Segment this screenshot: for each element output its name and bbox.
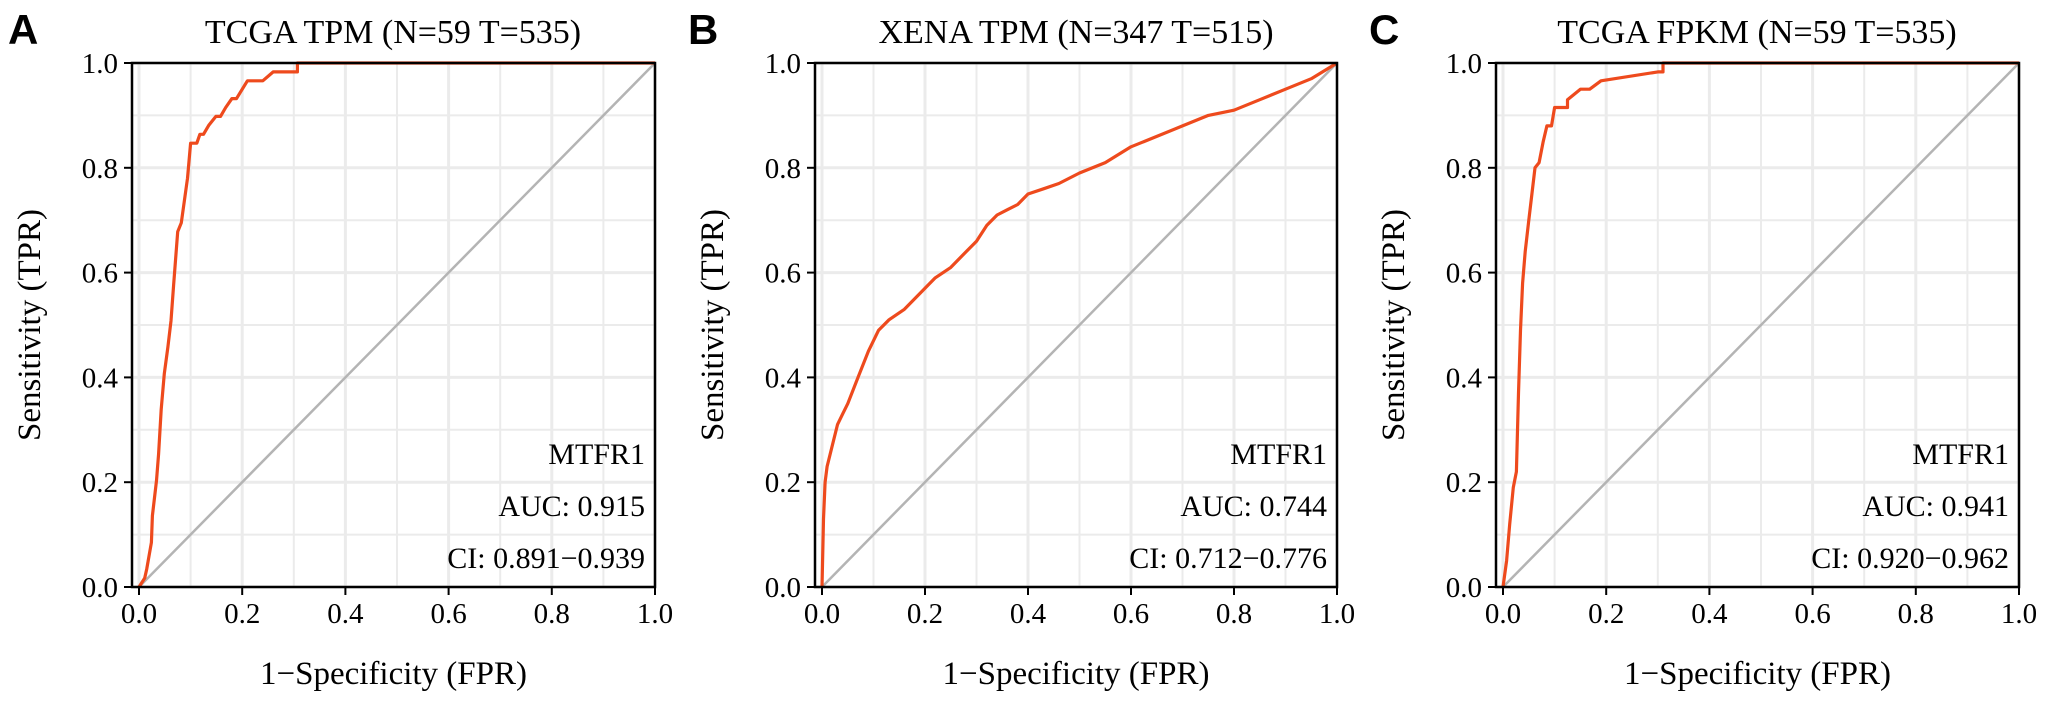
roc-curve-line <box>1501 61 2019 588</box>
reference-diagonal <box>1502 62 2020 588</box>
x-tick-label: 0.0 <box>804 598 840 630</box>
x-tick-label: 0.4 <box>1010 598 1047 630</box>
panel-letter: A <box>8 6 38 53</box>
roc-panel-b: 0.0 0.2 0.4 0.6 0.8 1.0 0.0 0.2 0.4 0.6 0.8 1.0 1−Sp… <box>688 6 1355 692</box>
plot-frame <box>130 61 657 589</box>
x-tick-label: 1.0 <box>2001 598 2037 630</box>
auc-label: AUC: 0.915 <box>498 490 645 523</box>
chart-title: TCGA TPM (N=59 T=535) <box>205 14 581 51</box>
roc-panel-c: 0.0 0.2 0.4 0.6 0.8 1.0 0.0 0.2 0.4 0.6 0.8 1.0 1−Sp… <box>1369 6 2037 692</box>
x-axis-label: 1−Specificity (FPR) <box>942 656 1209 692</box>
y-tick-label: 1.0 <box>1446 48 1482 80</box>
x-tick-label: 0.0 <box>121 598 157 630</box>
auc-label: AUC: 0.941 <box>1862 490 2009 523</box>
y-tick-label: 0.4 <box>82 362 119 394</box>
y-tick-label: 0.6 <box>1446 258 1482 290</box>
x-tick-label: 0.4 <box>1691 598 1728 630</box>
ci-label: CI: 0.712−0.776 <box>1129 542 1327 575</box>
x-tick-label: 0.8 <box>534 598 570 630</box>
x-tick-label: 0.2 <box>1588 598 1624 630</box>
reference-diagonal <box>138 62 656 588</box>
plot-frame <box>1494 61 2021 589</box>
x-axis-label: 1−Specificity (FPR) <box>260 656 527 692</box>
gene-label: MTFR1 <box>548 438 645 471</box>
ci-label: CI: 0.891−0.939 <box>447 542 645 575</box>
x-tick-label: 0.2 <box>907 598 943 630</box>
ci-label: CI: 0.920−0.962 <box>1811 542 2009 575</box>
reference-diagonal <box>821 62 1338 588</box>
y-tick-label: 0.6 <box>82 258 118 290</box>
x-tick-label: 1.0 <box>637 598 673 630</box>
y-tick-label: 0.0 <box>765 572 801 604</box>
roc-curve-line <box>820 61 1338 588</box>
roc-curve-line <box>137 61 655 588</box>
x-tick-label: 0.6 <box>430 598 466 630</box>
y-tick-label: 0.4 <box>1446 362 1483 394</box>
x-tick-label: 1.0 <box>1319 598 1355 630</box>
y-tick-label: 0.0 <box>82 572 118 604</box>
chart-title: TCGA FPKM (N=59 T=535) <box>1557 14 1956 51</box>
y-tick-label: 0.8 <box>82 153 118 185</box>
gene-label: MTFR1 <box>1230 438 1327 471</box>
roc-panel-a: 0.0 0.2 0.4 0.6 0.8 1.0 0.0 0.2 0.4 0.6 0.8 1.0 1−Sp… <box>8 6 673 692</box>
y-axis-label: Sensitivity (TPR) <box>12 209 48 441</box>
x-tick-label: 0.4 <box>327 598 364 630</box>
y-tick-label: 0.2 <box>765 467 801 499</box>
y-axis-label: Sensitivity (TPR) <box>695 209 731 441</box>
y-tick-label: 0.6 <box>765 258 801 290</box>
x-tick-label: 0.6 <box>1113 598 1149 630</box>
x-tick-label: 0.0 <box>1485 598 1521 630</box>
y-tick-label: 1.0 <box>82 48 118 80</box>
y-axis-label: Sensitivity (TPR) <box>1376 209 1412 441</box>
auc-label: AUC: 0.744 <box>1180 490 1327 523</box>
x-tick-label: 0.6 <box>1794 598 1830 630</box>
panel-letter: C <box>1369 6 1399 53</box>
x-tick-label: 0.8 <box>1216 598 1252 630</box>
y-tick-label: 0.8 <box>765 153 801 185</box>
y-tick-label: 0.8 <box>1446 153 1482 185</box>
x-tick-label: 0.2 <box>224 598 260 630</box>
x-axis-label: 1−Specificity (FPR) <box>1624 656 1891 692</box>
gene-label: MTFR1 <box>1912 438 2009 471</box>
chart-title: XENA TPM (N=347 T=515) <box>878 14 1273 51</box>
y-tick-label: 0.2 <box>1446 467 1482 499</box>
y-tick-label: 0.0 <box>1446 572 1482 604</box>
y-tick-label: 0.2 <box>82 467 118 499</box>
x-tick-label: 0.8 <box>1898 598 1934 630</box>
plot-frame <box>813 61 1339 589</box>
y-tick-label: 1.0 <box>765 48 801 80</box>
y-tick-label: 0.4 <box>765 362 802 394</box>
panel-letter: B <box>688 6 718 53</box>
